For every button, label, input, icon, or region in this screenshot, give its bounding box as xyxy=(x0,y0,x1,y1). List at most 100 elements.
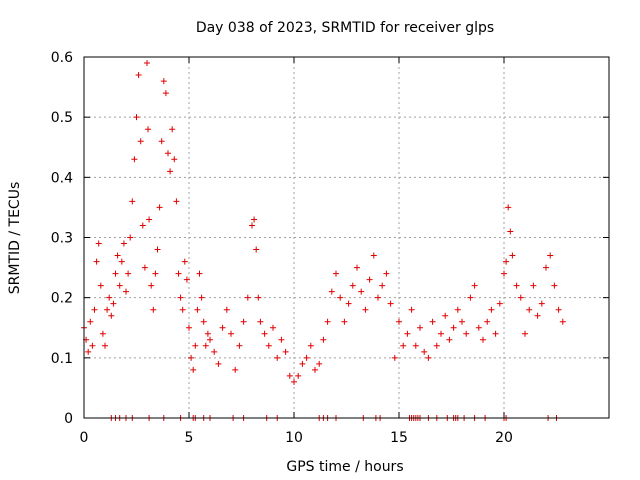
x-tick-label: 5 xyxy=(185,430,194,446)
data-point xyxy=(125,270,132,277)
data-point xyxy=(320,336,327,343)
data-point xyxy=(559,318,566,325)
data-point xyxy=(408,306,415,313)
data-point xyxy=(345,300,352,307)
data-point xyxy=(366,276,373,283)
data-point xyxy=(454,306,461,313)
data-point xyxy=(337,294,344,301)
data-point xyxy=(433,342,440,349)
data-point xyxy=(488,306,495,313)
data-point xyxy=(446,336,453,343)
data-point xyxy=(160,78,167,85)
data-point xyxy=(104,306,111,313)
data-point xyxy=(404,330,411,337)
data-point xyxy=(198,294,205,301)
x-tick-label: 10 xyxy=(285,430,303,446)
data-point xyxy=(475,324,482,331)
data-point xyxy=(181,258,188,265)
data-point xyxy=(291,378,297,385)
data-point xyxy=(286,372,293,379)
data-point xyxy=(265,342,272,349)
data-point xyxy=(114,252,121,259)
data-point xyxy=(522,330,528,337)
data-point xyxy=(129,198,136,205)
data-point xyxy=(534,312,541,319)
data-point xyxy=(400,342,407,349)
data-point xyxy=(442,312,449,319)
data-point xyxy=(154,246,161,253)
data-point xyxy=(123,288,129,295)
data-point xyxy=(158,138,165,145)
data-point xyxy=(148,282,155,289)
data-point xyxy=(145,126,152,133)
data-point xyxy=(127,234,134,241)
data-point xyxy=(228,330,234,337)
data-point xyxy=(116,282,123,289)
data-point xyxy=(190,366,197,373)
data-point xyxy=(179,306,186,313)
data-point xyxy=(341,318,348,325)
data-point xyxy=(375,294,381,301)
data-point xyxy=(526,306,533,313)
data-point xyxy=(207,336,213,343)
data-point xyxy=(249,222,255,229)
data-point xyxy=(137,138,144,145)
data-point xyxy=(299,360,306,367)
data-point xyxy=(112,270,119,277)
data-point xyxy=(274,354,281,361)
data-point xyxy=(156,204,163,211)
data-point xyxy=(165,150,171,157)
y-tick-label: 0.6 xyxy=(51,50,73,66)
data-point xyxy=(324,318,331,325)
data-point xyxy=(255,294,262,301)
data-point xyxy=(196,270,203,277)
data-point xyxy=(517,294,524,301)
data-point xyxy=(139,222,146,229)
data-point xyxy=(503,258,510,265)
data-point xyxy=(144,60,150,67)
data-point xyxy=(421,348,428,355)
data-point xyxy=(253,246,260,253)
data-point xyxy=(507,228,514,235)
data-point xyxy=(358,288,365,295)
data-point xyxy=(141,264,148,271)
data-point xyxy=(240,318,247,325)
data-point xyxy=(219,324,226,331)
data-point xyxy=(307,342,314,349)
data-point xyxy=(480,336,486,343)
data-point xyxy=(509,252,516,259)
data-point xyxy=(108,312,115,319)
data-point xyxy=(135,72,142,79)
data-point xyxy=(215,360,222,367)
data-point xyxy=(186,324,192,331)
data-point xyxy=(200,318,207,325)
y-tick-label: 0.3 xyxy=(51,231,73,247)
data-point xyxy=(425,354,432,361)
data-point xyxy=(396,318,402,325)
data-point xyxy=(192,342,199,349)
data-point xyxy=(162,90,169,97)
data-point xyxy=(450,324,457,331)
x-axis-label: GPS time / hours xyxy=(286,459,403,475)
data-points xyxy=(81,60,566,421)
data-point xyxy=(543,264,549,271)
data-point xyxy=(333,270,339,277)
data-point xyxy=(167,168,174,175)
data-point xyxy=(173,198,180,205)
data-point xyxy=(412,342,419,349)
data-point xyxy=(110,300,117,307)
data-point xyxy=(492,330,499,337)
data-point xyxy=(282,348,289,355)
data-point xyxy=(278,336,285,343)
data-point xyxy=(429,318,436,325)
data-point xyxy=(202,342,209,349)
data-point xyxy=(223,306,230,313)
data-point xyxy=(370,252,377,259)
data-point xyxy=(85,348,92,355)
x-tick-label: 20 xyxy=(495,430,513,446)
data-point xyxy=(261,330,268,337)
data-point xyxy=(303,354,310,361)
y-axis-label: SRMTID / TECUs xyxy=(7,182,23,295)
data-point xyxy=(501,270,507,277)
data-point xyxy=(391,354,398,361)
